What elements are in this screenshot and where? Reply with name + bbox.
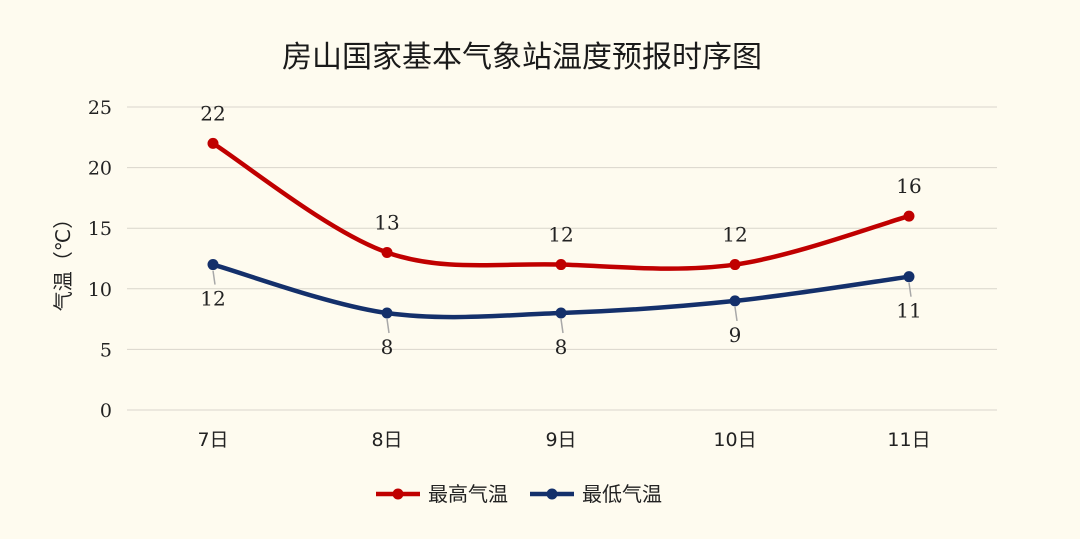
data-point <box>555 307 567 319</box>
data-label: 22 <box>200 101 225 125</box>
legend-label: 最低气温 <box>582 482 662 506</box>
gridlines <box>127 106 997 411</box>
data-point <box>729 295 741 307</box>
label-leader <box>386 318 390 334</box>
y-tick-label: 20 <box>88 158 112 180</box>
y-tick-label: 5 <box>100 339 112 361</box>
series-layer: 22 13 12 12 16 12 8 8 9 11 <box>200 101 921 359</box>
data-point <box>207 259 219 271</box>
label-leader <box>212 270 216 285</box>
series-line <box>210 141 912 271</box>
y-tick-label: 15 <box>88 218 112 240</box>
y-tick-label: 0 <box>100 400 112 422</box>
x-tick-label: 9日 <box>545 429 576 451</box>
series-min: 12 8 8 9 11 <box>200 259 922 359</box>
x-tick-label: 7日 <box>197 429 228 451</box>
data-point <box>729 259 741 271</box>
y-axis-label: 气温（℃） <box>51 209 75 311</box>
data-point <box>903 271 915 283</box>
data-label: 12 <box>722 223 747 247</box>
data-label: 12 <box>548 223 573 247</box>
label-leader <box>908 282 912 297</box>
data-label: 8 <box>555 335 568 359</box>
data-label: 8 <box>381 335 394 359</box>
chart-title: 房山国家基本气象站温度预报时序图 <box>282 40 762 75</box>
x-tick-label: 11日 <box>887 429 930 451</box>
data-label: 16 <box>896 174 921 198</box>
data-label: 12 <box>200 287 225 311</box>
data-label: 11 <box>896 299 921 323</box>
data-point <box>381 246 393 258</box>
data-label: 13 <box>374 210 399 234</box>
y-axis-ticks: 0 5 10 15 20 25 <box>88 97 112 422</box>
y-tick-label: 10 <box>88 279 112 301</box>
x-axis-ticks: 7日 8日 9日 10日 11日 <box>197 429 930 451</box>
legend-label: 最高气温 <box>428 482 508 506</box>
y-tick-label: 25 <box>88 97 112 119</box>
data-label: 9 <box>729 323 742 347</box>
data-point <box>555 259 567 271</box>
label-leader <box>560 318 564 334</box>
legend-swatch-marker <box>392 488 404 500</box>
legend-swatch-marker <box>546 488 558 500</box>
legend: 最高气温 最低气温 <box>376 482 662 506</box>
label-leader <box>734 306 738 322</box>
data-point <box>207 137 219 149</box>
data-point <box>381 307 393 319</box>
data-point <box>903 210 915 222</box>
x-tick-label: 10日 <box>713 429 756 451</box>
series-max: 22 13 12 12 16 <box>200 101 922 271</box>
x-tick-label: 8日 <box>371 429 402 451</box>
